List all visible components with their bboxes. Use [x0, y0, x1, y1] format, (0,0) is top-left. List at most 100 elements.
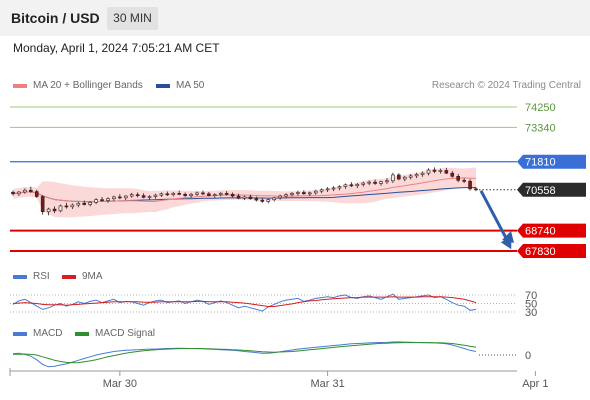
candle-body — [100, 199, 104, 201]
level-label-74250: 74250 — [525, 102, 556, 114]
candle-body — [367, 181, 371, 184]
candle-body — [337, 186, 342, 189]
candle-body — [11, 191, 15, 195]
instrument-title: Bitcoin / USD — [11, 10, 100, 26]
candle-body — [414, 174, 419, 177]
forecast-arrow-shaft — [479, 190, 508, 239]
candle-body — [325, 188, 330, 191]
candle-body — [123, 195, 128, 199]
legend-macd-label: MACD — [33, 328, 63, 339]
candle-body — [40, 196, 45, 213]
ma50-swatch — [156, 83, 170, 88]
level-label-67830: 67830 — [525, 246, 556, 258]
candle-body — [171, 193, 176, 196]
candle-body — [189, 193, 193, 196]
candle-body — [207, 193, 211, 196]
candle-body — [260, 199, 265, 202]
header-bar — [0, 0, 590, 36]
candle-body — [34, 191, 39, 197]
candle-body — [183, 193, 187, 196]
candle-body — [177, 193, 182, 195]
candle-body — [296, 192, 300, 194]
candle-body — [94, 199, 98, 203]
candle-body — [278, 195, 282, 199]
candle-body — [313, 190, 318, 194]
candle-body — [17, 191, 21, 195]
x-tick-label: Apr 1 — [522, 378, 548, 390]
candle-body — [112, 196, 116, 200]
legend-macd-signal: MACD Signal — [75, 328, 155, 339]
candle-body — [373, 181, 377, 184]
candle-body — [438, 170, 443, 172]
legend-rsi-ma: 9MA — [62, 271, 103, 282]
candle-body — [23, 189, 27, 193]
candle-body — [213, 194, 217, 197]
candle-body — [159, 193, 164, 196]
candle-body — [254, 198, 259, 201]
rsi-swatch — [13, 274, 27, 279]
candle-body — [402, 176, 407, 180]
candle-body — [284, 194, 288, 197]
candle-body — [408, 175, 413, 178]
candle-body — [118, 196, 122, 199]
last-price-label: 70558 — [525, 185, 556, 197]
rsi-level-label-50: 50 — [525, 299, 537, 311]
datetime-label: Monday, April 1, 2024 7:05:21 AM CET — [13, 41, 220, 55]
candle-body — [135, 194, 140, 197]
macd-zero-label: 0 — [525, 350, 531, 362]
candle-body — [420, 172, 425, 175]
level-label-71810: 71810 — [525, 157, 556, 169]
candle-body — [385, 180, 389, 183]
candle-body — [355, 184, 360, 187]
candle-body — [58, 205, 63, 212]
rsi-level-label-70: 70 — [525, 290, 537, 302]
candle-body — [426, 169, 431, 174]
candle-body — [397, 174, 401, 180]
candle-body — [129, 194, 134, 197]
candle-body — [153, 194, 158, 197]
candle-body — [456, 176, 460, 181]
legend-rsi-label: RSI — [33, 271, 50, 282]
candle-body — [468, 180, 472, 190]
candle-body — [266, 199, 271, 202]
candle-body — [248, 196, 253, 200]
legend-ma20: MA 20 + Bollinger Bands — [13, 80, 143, 91]
candle-body — [361, 182, 366, 185]
candle-body — [432, 169, 437, 172]
candle-body — [391, 174, 395, 182]
candle-body — [272, 197, 276, 200]
candle-body — [331, 187, 336, 190]
candle-body — [302, 192, 306, 195]
macd-swatch — [13, 331, 27, 336]
legend-rsi-ma-label: 9MA — [82, 271, 103, 282]
candle-body — [76, 202, 81, 206]
timeframe-badge[interactable]: 30 MIN — [107, 7, 158, 30]
rsi-ma-line — [12, 296, 477, 307]
candle-body — [307, 192, 312, 195]
research-credit: Research © 2024 Trading Central — [431, 80, 581, 91]
candle-body — [46, 208, 51, 213]
candle-body — [224, 193, 229, 195]
candle-body — [290, 193, 294, 196]
candle-body — [141, 195, 146, 198]
legend-ma20-label: MA 20 + Bollinger Bands — [33, 80, 143, 91]
legend-macd-signal-label: MACD Signal — [95, 328, 156, 339]
candle-body — [70, 204, 75, 208]
rsi-level-label-30: 30 — [525, 307, 537, 319]
candle-body — [106, 198, 110, 201]
x-tick-label: Mar 30 — [103, 378, 137, 390]
bollinger-bands — [13, 167, 476, 218]
ma20-swatch — [13, 83, 27, 88]
candle-body — [444, 170, 449, 174]
candle-body — [450, 172, 455, 177]
last-price-tag — [517, 182, 586, 197]
candle-body — [230, 193, 235, 197]
x-tick-label: Mar 31 — [310, 378, 344, 390]
candle-body — [29, 189, 33, 192]
level-label-73340: 73340 — [525, 122, 556, 134]
level-tag-71810 — [517, 154, 586, 169]
candle-body — [343, 184, 348, 187]
candle-body — [242, 196, 247, 199]
level-tag-67830 — [517, 244, 586, 258]
